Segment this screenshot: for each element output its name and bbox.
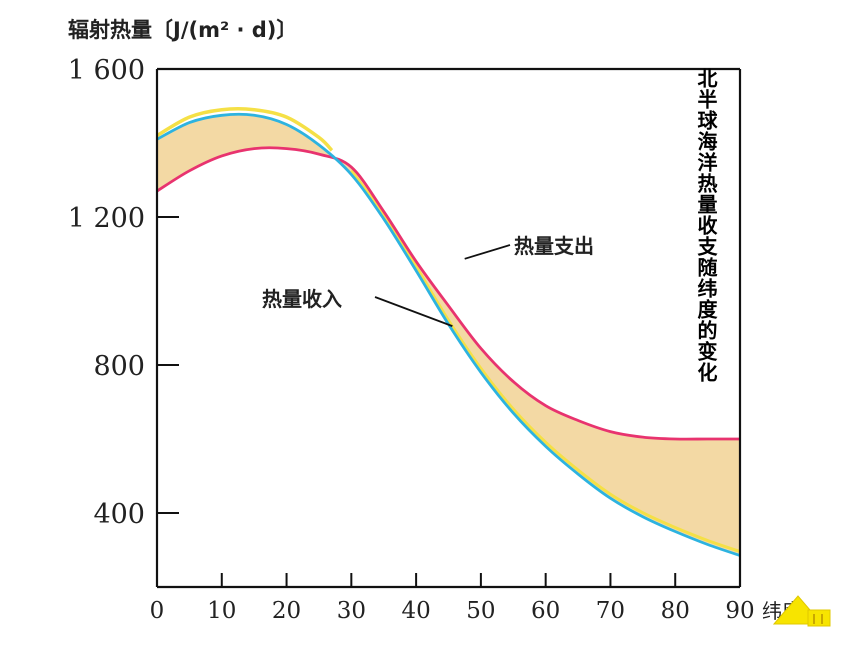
surplus-outline (156, 107, 334, 152)
x-tick-label: 0 (150, 598, 165, 624)
chart-title: 北半球海洋热量收支随纬度的变化 (694, 68, 718, 383)
y-axis-label: 辐射热量〔J/(m² · d)〕 (68, 18, 298, 42)
expense-series-line (156, 146, 740, 441)
x-tick-label: 80 (661, 598, 690, 624)
x-tick-label: 50 (466, 598, 495, 624)
y-tick-label: 1 600 (68, 55, 145, 86)
y-tick-label: 1 200 (68, 203, 145, 234)
y-tick-label: 800 (93, 351, 145, 382)
x-tick-label: 60 (531, 598, 560, 624)
triangle-arrow-icon[interactable] (768, 590, 836, 630)
x-tick-label: 10 (207, 598, 236, 624)
x-tick-label: 20 (272, 598, 301, 624)
x-tick-label: 40 (401, 598, 430, 624)
x-tick-label: 70 (596, 598, 625, 624)
y-tick-label: 400 (93, 499, 145, 530)
income-leader-line (374, 296, 453, 327)
expense-curve-label: 热量支出 (514, 234, 594, 258)
income-curve-label: 热量收入 (262, 287, 342, 311)
heat-balance-fill (157, 114, 740, 556)
expense-leader-line (464, 244, 511, 260)
income-highlight (350, 169, 741, 553)
x-tick-label: 90 (725, 598, 754, 624)
x-tick-label: 30 (337, 598, 366, 624)
